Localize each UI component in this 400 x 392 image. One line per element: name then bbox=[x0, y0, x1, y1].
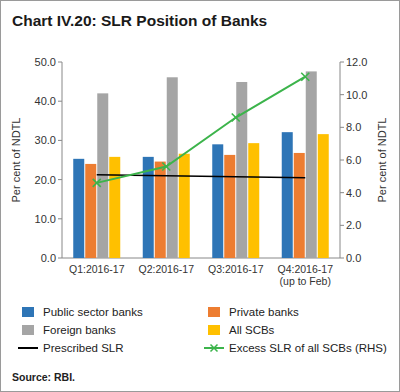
bar bbox=[248, 143, 259, 258]
legend-label: Public sector banks bbox=[43, 306, 143, 318]
legend-marker bbox=[211, 345, 218, 352]
legend-item: Excess SLR of all SCBs (RHS) bbox=[204, 342, 387, 354]
y-axis-line bbox=[62, 62, 63, 258]
legend-swatch bbox=[208, 307, 220, 317]
y-axis-title: Per cent of NDTL bbox=[10, 118, 22, 203]
legend-label: Foreign banks bbox=[43, 324, 116, 336]
legend-label: Prescribed SLR bbox=[43, 342, 124, 354]
x-tick-label: Q3:2016-17 bbox=[208, 263, 264, 275]
legend-label: Excess SLR of all SCBs (RHS) bbox=[229, 342, 387, 354]
bar bbox=[109, 157, 120, 258]
bar bbox=[212, 144, 223, 258]
legend-swatch bbox=[208, 325, 220, 335]
legend-item: Private banks bbox=[208, 306, 299, 318]
frame bbox=[1, 1, 400, 392]
y-tick-label: 10.0 bbox=[35, 213, 56, 225]
y2-tick bbox=[340, 225, 344, 226]
marker bbox=[301, 73, 309, 81]
y2-tick-label: 10.0 bbox=[346, 89, 367, 101]
y2-tick bbox=[340, 160, 344, 161]
x-tick-label-line: Q4:2016-17 bbox=[278, 263, 334, 275]
legend-item: Public sector banks bbox=[22, 306, 143, 318]
plot-area bbox=[73, 71, 329, 258]
y2-tick-label: 2.0 bbox=[346, 219, 361, 231]
x-tick-label: Q2:2016-17 bbox=[139, 263, 195, 275]
marker-shape bbox=[301, 73, 309, 81]
y-tick bbox=[58, 179, 62, 180]
bar bbox=[236, 82, 247, 258]
y-tick bbox=[58, 218, 62, 219]
y2-tick bbox=[340, 127, 344, 128]
y-tick bbox=[58, 62, 62, 63]
bar bbox=[179, 154, 190, 258]
bar bbox=[294, 153, 305, 258]
bar bbox=[73, 159, 84, 258]
y2-tick bbox=[340, 94, 344, 95]
x-tick-label: Q1:2016-17 bbox=[69, 263, 125, 275]
bar bbox=[97, 93, 108, 258]
legend-swatch bbox=[22, 307, 34, 317]
marker bbox=[93, 179, 101, 187]
y-tick bbox=[58, 101, 62, 102]
y-tick-label: 30.0 bbox=[35, 134, 56, 146]
bar bbox=[306, 71, 317, 258]
y2-tick-label: 4.0 bbox=[346, 187, 361, 199]
y-tick-label: 0.0 bbox=[41, 252, 56, 264]
marker bbox=[232, 114, 240, 122]
chart: Chart IV.20: SLR Position of Banks Per ce… bbox=[0, 0, 400, 392]
source: Source: RBI. bbox=[12, 371, 75, 383]
legend-item: All SCBs bbox=[208, 324, 275, 336]
x-tick-label-line: Q1:2016-17 bbox=[69, 263, 125, 275]
x-tick-label: Q4:2016-17(up to Feb) bbox=[278, 263, 334, 287]
y2-tick-label: 8.0 bbox=[346, 121, 361, 133]
marker bbox=[162, 163, 170, 171]
bar bbox=[85, 164, 96, 258]
marker-shape bbox=[162, 163, 170, 171]
legend-item: Foreign banks bbox=[22, 324, 116, 336]
marker-shape bbox=[93, 179, 101, 187]
legend-swatch bbox=[18, 347, 38, 349]
y-tick bbox=[58, 140, 62, 141]
y-tick bbox=[58, 258, 62, 259]
legend-label: Private banks bbox=[229, 306, 299, 318]
y2-tick-label: 0.0 bbox=[346, 252, 361, 264]
legend-item: Prescribed SLR bbox=[18, 342, 124, 354]
x-tick-label-line: Q3:2016-17 bbox=[208, 263, 264, 275]
y-tick-label: 40.0 bbox=[35, 95, 56, 107]
y2-axis-title: Per cent of NDTL bbox=[376, 118, 388, 203]
y2-tick-label: 6.0 bbox=[346, 154, 361, 166]
line bbox=[97, 77, 306, 183]
y2-tick bbox=[340, 258, 344, 259]
y2-tick bbox=[340, 62, 344, 63]
legend-swatch bbox=[22, 325, 34, 335]
x-tick-label-line: (up to Feb) bbox=[280, 275, 331, 287]
bar bbox=[224, 155, 235, 258]
y2-tick-label: 12.0 bbox=[346, 56, 367, 68]
y-tick-label: 20.0 bbox=[35, 174, 56, 186]
x-tick-label-line: Q2:2016-17 bbox=[139, 263, 195, 275]
bar bbox=[318, 134, 329, 258]
legend-label: All SCBs bbox=[229, 324, 275, 336]
bar bbox=[282, 132, 293, 258]
y-tick-label: 50.0 bbox=[35, 56, 56, 68]
title: Chart IV.20: SLR Position of Banks bbox=[12, 12, 267, 29]
marker-shape bbox=[232, 114, 240, 122]
y2-tick bbox=[340, 192, 344, 193]
